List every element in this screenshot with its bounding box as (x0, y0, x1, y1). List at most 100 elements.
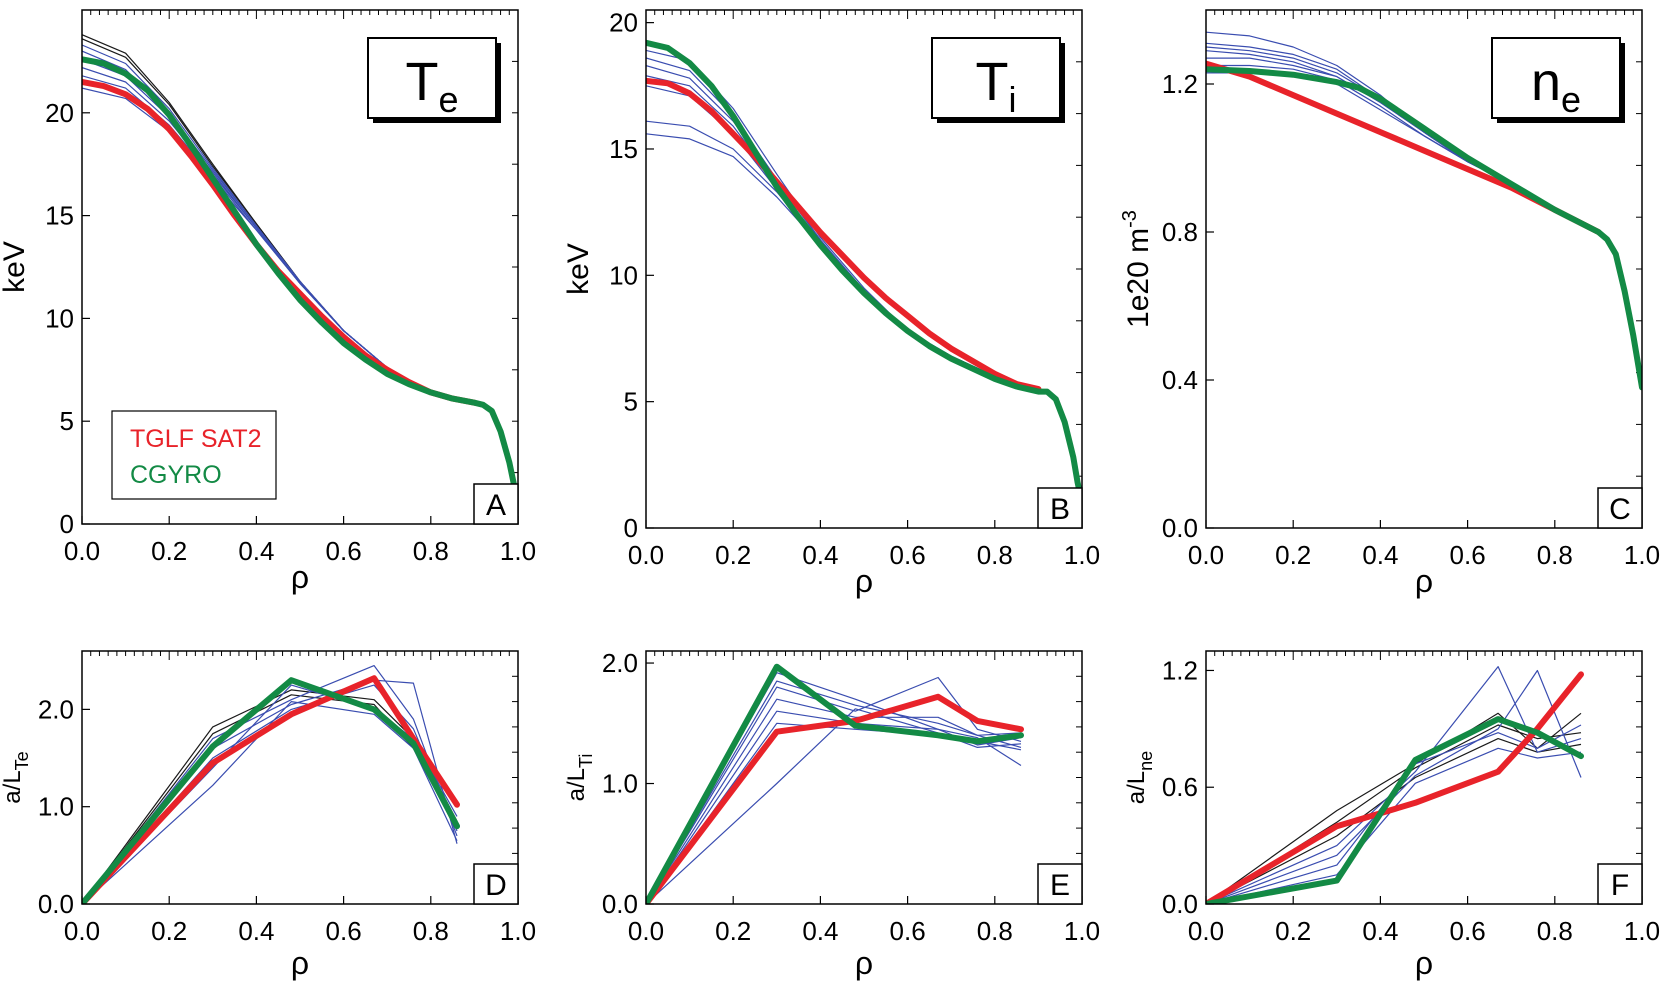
y-axis-label: keV (562, 243, 595, 295)
y-tick-label: 0.0 (1162, 513, 1198, 543)
x-tick-label: 0.6 (326, 536, 362, 566)
x-tick-label: 0.8 (977, 540, 1013, 570)
panel-title: ne (1531, 52, 1581, 120)
ensemble-line (1206, 666, 1582, 904)
x-tick-label: 0.4 (238, 536, 274, 566)
y-axis-label-sup: -3 (1119, 210, 1141, 228)
y-axis-label-text: 1e20 m (1122, 228, 1155, 328)
x-tick-label: 0.6 (890, 540, 926, 570)
y-tick-label: 0.0 (38, 889, 74, 919)
y-axis-label-text: a/L (0, 770, 26, 803)
ensemble-line (646, 722, 1022, 904)
series-line-tglf-sat2 (646, 77, 1042, 392)
x-tick-label: 0.6 (890, 916, 926, 946)
x-tick-label: 0.0 (1188, 916, 1224, 946)
ensemble-line (1206, 669, 1582, 904)
y-tick-label: 5 (624, 387, 638, 417)
panel-letter-box (1037, 487, 1083, 529)
ensemble-line (646, 676, 1022, 904)
y-tick-label: 15 (609, 134, 638, 164)
y-axis-label-sub: Te (12, 751, 32, 770)
x-tick-label: 0.4 (238, 916, 274, 946)
y-axis-label-sub: ne (1136, 751, 1156, 771)
panel-title-sub: e (438, 79, 458, 120)
ensemble-line (646, 85, 1039, 390)
panel-letter: B (1050, 493, 1070, 526)
y-tick-label: 1.0 (602, 769, 638, 799)
x-tick-label: 0.4 (802, 540, 838, 570)
plot-area (1206, 666, 1584, 904)
ensemble-line (82, 87, 475, 404)
legend-entry-cgyro: CGYRO (130, 461, 222, 489)
panel-title-main: T (405, 52, 438, 112)
x-tick-label: 0.6 (1450, 916, 1486, 946)
ensemble-line (82, 75, 475, 404)
panel-title: Te (405, 52, 458, 120)
x-axis-label: ρ (291, 945, 309, 981)
plot-area (82, 34, 518, 507)
legend: TGLF SAT2 CGYRO (111, 410, 277, 500)
y-tick-label: 10 (45, 303, 74, 333)
x-tick-label: 1.0 (500, 916, 536, 946)
x-tick-label: 0.0 (64, 916, 100, 946)
y-axis-label: keV (0, 241, 31, 293)
series-line-cgyro (82, 677, 460, 904)
panel-letter-box (1037, 863, 1083, 905)
x-tick-label: 0.4 (1362, 540, 1398, 570)
panel-f: 0.0 0.2 0.4 0.6 0.8 1.0 0.0 0.6 1.2 ρ a/Lne F (1123, 650, 1660, 981)
y-tick-label: 20 (45, 98, 74, 128)
ensemble-line (1206, 724, 1582, 904)
series-line-tglf-sat2 (82, 79, 478, 406)
x-tick-label: 0.8 (1537, 540, 1573, 570)
panel-title-sub: e (1561, 79, 1581, 120)
ensemble-line (646, 680, 1022, 904)
panel-letter-box (1597, 863, 1643, 905)
plot-frame (81, 650, 519, 905)
ensemble-line (1206, 724, 1582, 904)
panel-title-main: T (976, 52, 1009, 112)
x-tick-label: 0.2 (151, 536, 187, 566)
panel-letter: A (486, 489, 506, 522)
x-axis-label: ρ (1415, 945, 1433, 981)
series-line-cgyro (646, 663, 1024, 904)
y-axis-label-text: a/L (1123, 771, 1150, 804)
panel-c: 0.0 0.2 0.4 0.6 0.8 1.0 0.0 0.4 0.8 1.2 ρ 1e20 m-3 n… (1119, 9, 1660, 599)
series-line-cgyro (646, 39, 1082, 506)
x-tick-label: 0.2 (715, 916, 751, 946)
x-tick-label: 1.0 (1064, 540, 1100, 570)
y-axis-label-text: a/L (563, 768, 590, 801)
y-tick-label: 1.2 (1162, 69, 1198, 99)
x-tick-label: 1.0 (1064, 916, 1100, 946)
y-axis-label-text: keV (0, 241, 31, 293)
x-tick-label: 0.8 (977, 916, 1013, 946)
plot-frame (1205, 650, 1643, 905)
ensemble-line (1206, 738, 1582, 904)
plot-area (646, 663, 1024, 904)
plot-area (646, 39, 1082, 506)
series-line-tglf-sat2 (1206, 671, 1584, 904)
y-axis-label: a/LTi (563, 754, 596, 802)
y-tick-label: 1.2 (1162, 655, 1198, 685)
series-line-tglf-sat2 (82, 675, 460, 904)
panel-e: 0.0 0.2 0.4 0.6 0.8 1.0 0.0 1.0 2.0 ρ a/LTi E (563, 648, 1100, 981)
x-tick-label: 0.4 (802, 916, 838, 946)
y-tick-label: 10 (609, 260, 638, 290)
panel-letter-box (473, 863, 519, 905)
panel-letter-box (1597, 487, 1643, 529)
x-tick-label: 1.0 (1624, 540, 1660, 570)
x-tick-label: 0.8 (1537, 916, 1573, 946)
series-line-cgyro (1206, 716, 1584, 904)
x-axis-label: ρ (1415, 563, 1433, 599)
y-tick-label: 0.6 (1162, 772, 1198, 802)
y-tick-label: 0.4 (1162, 365, 1198, 395)
y-axis-label-text: keV (562, 243, 595, 295)
plot-frame (645, 9, 1083, 529)
y-tick-label: 0 (624, 513, 638, 543)
x-tick-label: 0.0 (1188, 540, 1224, 570)
y-axis-label: a/Lne (1123, 751, 1156, 804)
plot-frame (645, 650, 1083, 905)
panel-b: 0.0 0.2 0.4 0.6 0.8 1.0 0 5 10 15 20 ρ keV Ti B (562, 8, 1100, 599)
x-tick-label: 0.4 (1362, 916, 1398, 946)
plot-area (1206, 31, 1642, 391)
y-tick-label: 0.8 (1162, 217, 1198, 247)
